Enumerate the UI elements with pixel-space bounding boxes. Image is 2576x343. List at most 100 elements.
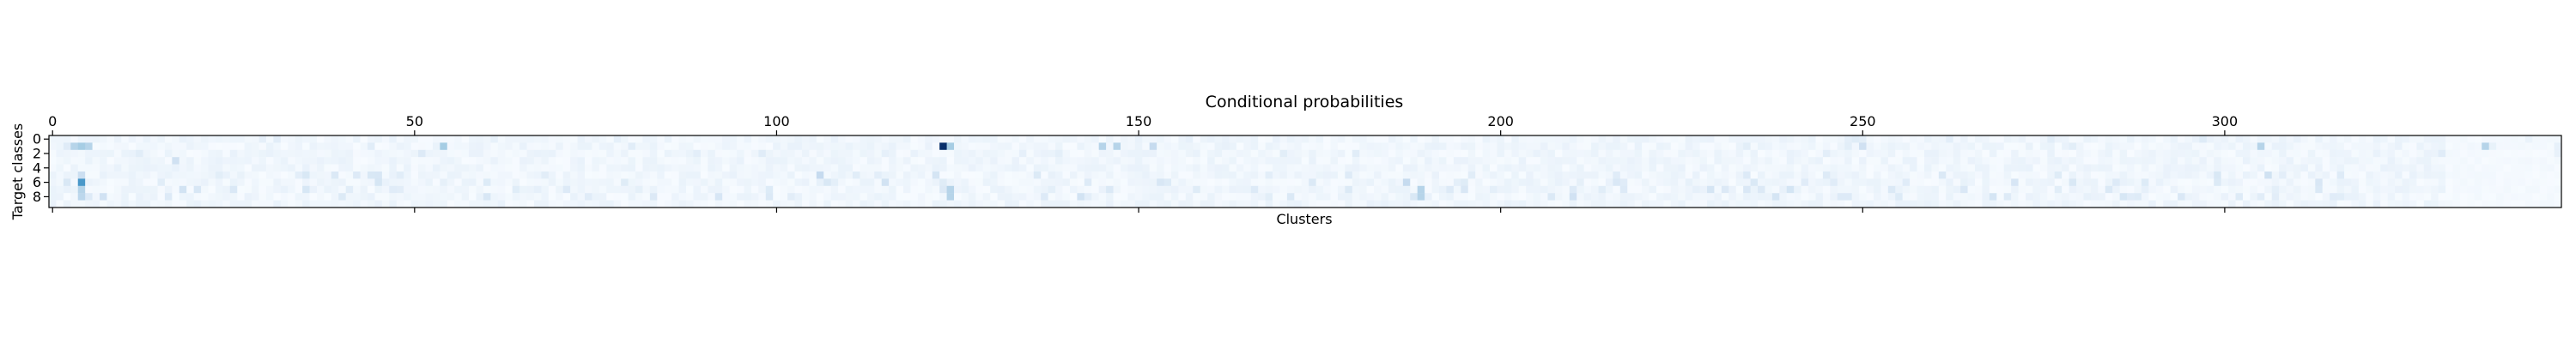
heatmap-cell xyxy=(2452,185,2461,194)
heatmap-cell xyxy=(1041,178,1049,186)
heatmap-cell xyxy=(729,157,738,165)
heatmap-cell xyxy=(2387,178,2396,186)
heatmap-cell xyxy=(1142,164,1151,172)
heatmap-cell xyxy=(2257,200,2265,208)
heatmap-cell xyxy=(2322,193,2330,201)
heatmap-cell xyxy=(2271,142,2280,150)
heatmap-cell xyxy=(410,135,419,143)
heatmap-cell xyxy=(1953,172,1961,179)
heatmap-cell xyxy=(801,193,810,201)
heatmap-cell xyxy=(2199,164,2208,172)
heatmap-cell xyxy=(2286,178,2294,186)
heatmap-cell xyxy=(2547,200,2555,208)
heatmap-cell xyxy=(222,172,231,179)
heatmap-cell xyxy=(2336,185,2345,194)
heatmap-cell xyxy=(2264,178,2273,186)
heatmap-cell xyxy=(157,172,166,179)
heatmap-cell xyxy=(1591,135,1599,143)
heatmap-cell xyxy=(809,149,817,158)
heatmap-cell xyxy=(1649,172,1657,179)
heatmap-cell xyxy=(2336,142,2345,150)
heatmap-cell xyxy=(1026,172,1035,179)
heatmap-cell xyxy=(765,200,774,208)
heatmap-cell xyxy=(302,164,310,172)
heatmap-cell xyxy=(150,164,158,172)
heatmap-cell xyxy=(1547,135,1556,143)
heatmap-cell xyxy=(1663,142,1672,150)
heatmap-cell xyxy=(635,142,643,150)
heatmap-cell xyxy=(2474,149,2482,158)
heatmap-cell xyxy=(2163,149,2172,158)
heatmap-cell xyxy=(657,185,665,194)
heatmap-cell xyxy=(1815,149,1824,158)
heatmap-cell xyxy=(961,142,969,150)
heatmap-cell xyxy=(961,149,969,158)
heatmap-cell xyxy=(2503,149,2512,158)
heatmap-cell xyxy=(100,149,107,158)
heatmap-cell xyxy=(910,135,919,143)
heatmap-cell xyxy=(143,200,151,208)
heatmap-cell xyxy=(1765,185,1773,194)
heatmap-cell xyxy=(1605,178,1613,186)
heatmap-cell xyxy=(2214,185,2222,194)
heatmap-cell xyxy=(700,164,708,172)
heatmap-cell xyxy=(642,200,651,208)
heatmap-cell xyxy=(2358,193,2366,201)
heatmap-cell xyxy=(2488,164,2497,172)
heatmap-cell xyxy=(917,135,926,143)
heatmap-cell xyxy=(1439,142,1447,150)
heatmap-cell xyxy=(2083,157,2092,165)
heatmap-cell xyxy=(925,164,933,172)
heatmap-cell xyxy=(1953,185,1961,194)
heatmap-cell xyxy=(1577,135,1585,143)
heatmap-cell xyxy=(2532,157,2541,165)
heatmap-cell xyxy=(1258,142,1267,150)
heatmap-cell xyxy=(2119,149,2128,158)
heatmap-cell xyxy=(1859,135,1867,143)
heatmap-cell xyxy=(598,157,607,165)
heatmap-cell xyxy=(2336,135,2345,143)
heatmap-cell xyxy=(2242,185,2251,194)
heatmap-cell xyxy=(2250,178,2258,186)
heatmap-cell xyxy=(490,178,499,186)
heatmap-cell xyxy=(896,157,904,165)
heatmap-cell xyxy=(150,185,158,194)
heatmap-cell xyxy=(1157,200,1164,208)
heatmap-cell xyxy=(1591,149,1599,158)
heatmap-cell xyxy=(1859,178,1867,186)
heatmap-cell xyxy=(1822,135,1831,143)
heatmap-cell xyxy=(2127,164,2135,172)
heatmap-cell xyxy=(2518,135,2526,143)
heatmap-cell xyxy=(2366,157,2374,165)
heatmap-cell xyxy=(2083,200,2092,208)
heatmap-cell xyxy=(1388,172,1396,179)
heatmap-cell xyxy=(2026,193,2033,201)
heatmap-cell xyxy=(1692,185,1700,194)
heatmap-cell xyxy=(1779,172,1788,179)
heatmap-cell xyxy=(1395,200,1404,208)
heatmap-cell xyxy=(2155,164,2164,172)
heatmap-cell xyxy=(1330,157,1339,165)
heatmap-cell xyxy=(265,135,274,143)
heatmap-cell xyxy=(2459,142,2468,150)
heatmap-cell xyxy=(1728,172,1737,179)
heatmap-cell xyxy=(1062,149,1071,158)
heatmap-cell xyxy=(2170,135,2178,143)
heatmap-cell xyxy=(2090,149,2099,158)
heatmap-cell xyxy=(2214,157,2222,165)
heatmap-cell xyxy=(1562,142,1571,150)
heatmap-cell xyxy=(584,135,592,143)
heatmap-cell xyxy=(1425,149,1432,158)
heatmap-cell xyxy=(548,193,556,201)
heatmap-cell xyxy=(1758,157,1765,165)
heatmap-cell xyxy=(860,178,868,186)
heatmap-cell xyxy=(968,193,976,201)
heatmap-cell xyxy=(316,172,325,179)
heatmap-cell xyxy=(252,172,259,179)
heatmap-cell xyxy=(2518,178,2526,186)
heatmap-cell xyxy=(1193,157,1201,165)
heatmap-cell xyxy=(2547,142,2555,150)
heatmap-cell xyxy=(649,178,658,186)
heatmap-cell xyxy=(1649,149,1657,158)
heatmap-cell xyxy=(2011,135,2019,143)
